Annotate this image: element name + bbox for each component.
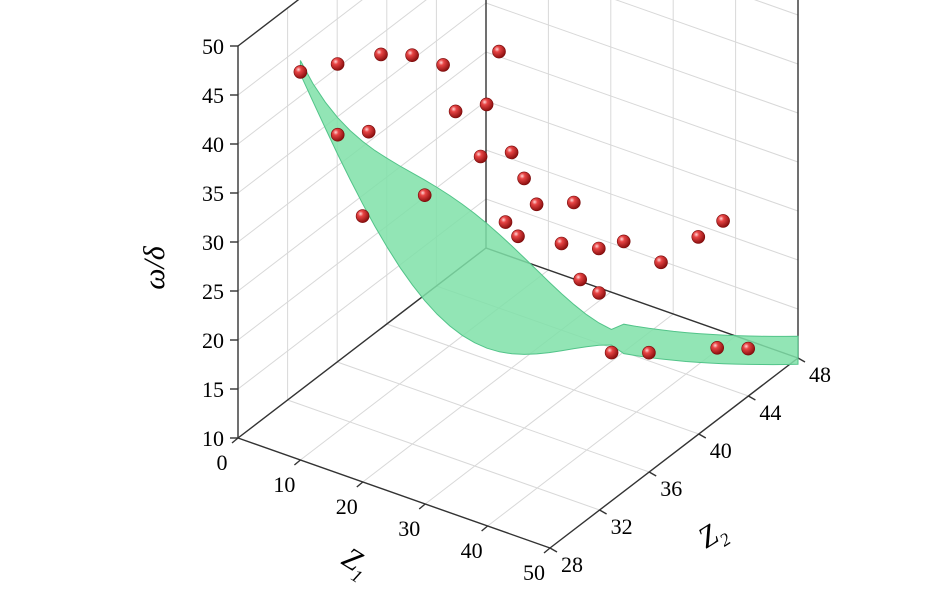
data-point — [374, 47, 388, 62]
floor-gridline — [287, 399, 600, 511]
data-point — [529, 197, 544, 212]
wall-gridline — [485, 2, 799, 114]
y-tick-label: 40 — [710, 438, 732, 463]
data-point — [604, 345, 619, 360]
x-tick-label: 20 — [336, 494, 358, 519]
z-tick-label: 20 — [202, 328, 224, 353]
wall-gridline — [485, 198, 799, 310]
floor-gridline — [337, 361, 650, 473]
data-point — [504, 145, 519, 160]
x-tick-mark — [293, 459, 301, 466]
data-point — [566, 195, 581, 210]
z-tick-label: 15 — [202, 377, 224, 402]
wall-gridline — [237, 0, 427, 145]
x-tick-mark — [543, 547, 551, 554]
x-tick-mark — [481, 525, 489, 532]
data-point — [691, 230, 706, 244]
fitted-surface-band — [299, 60, 799, 366]
data-point — [473, 149, 488, 164]
data-point — [573, 272, 588, 287]
y-tick-mark — [648, 471, 657, 477]
data-point — [479, 97, 494, 112]
data-point — [330, 127, 345, 142]
data-point — [642, 345, 656, 360]
z-tick-label: 10 — [202, 426, 224, 451]
x-tick-label: 40 — [461, 538, 483, 563]
x-tick-label: 0 — [217, 450, 228, 475]
data-point — [436, 58, 450, 72]
box-edge — [237, 437, 551, 549]
x-axis-label: Z1 — [334, 541, 376, 587]
z-tick-label: 25 — [202, 279, 224, 304]
y-tick-label: 32 — [611, 514, 633, 539]
data-point — [716, 214, 730, 228]
x-tick-mark — [231, 437, 239, 444]
wall-gridline — [237, 0, 299, 47]
y-tick-label: 36 — [660, 476, 682, 501]
data-point — [511, 229, 525, 244]
z-axis-label: ω/δ — [138, 245, 171, 290]
floor-gridline — [487, 335, 736, 527]
y-axis-label: Z2 — [692, 513, 734, 559]
z-tick-label: 35 — [202, 181, 224, 206]
data-point — [355, 209, 370, 223]
data-point — [492, 44, 506, 59]
y-tick-mark — [599, 509, 607, 515]
wall-gridline — [237, 2, 487, 194]
wall-gridline — [237, 0, 363, 96]
data-point — [616, 234, 631, 249]
data-point — [741, 341, 756, 356]
wall-gridline — [485, 51, 799, 163]
data-point — [361, 124, 376, 139]
z-tick-label: 30 — [202, 230, 224, 255]
z-tick-label: 40 — [202, 132, 224, 157]
z-tick-label: 50 — [202, 34, 224, 59]
y-tick-mark — [797, 357, 806, 363]
x-tick-mark — [418, 503, 426, 510]
data-point — [405, 48, 419, 63]
x-tick-label: 50 — [523, 560, 545, 585]
wall-gridline — [753, 0, 799, 16]
y-tick-mark — [549, 547, 558, 553]
data-point — [710, 340, 725, 355]
data-point — [448, 104, 463, 119]
data-point — [498, 215, 513, 229]
y-tick-label: 48 — [809, 362, 831, 387]
x-tick-mark — [356, 481, 364, 488]
data-point — [591, 241, 606, 256]
y-tick-mark — [748, 395, 756, 401]
z-tick-label: 45 — [202, 83, 224, 108]
fitted-surface — [299, 60, 799, 366]
x-tick-label: 30 — [398, 516, 420, 541]
y-tick-mark — [698, 433, 707, 439]
x-tick-label: 10 — [273, 472, 295, 497]
data-point — [330, 57, 345, 71]
data-point — [592, 286, 606, 300]
data-point — [554, 236, 569, 251]
y-tick-label: 44 — [759, 400, 781, 425]
floor-gridline — [386, 323, 699, 435]
wall-gridline — [237, 149, 487, 341]
data-point — [517, 171, 531, 186]
wall-gridline — [485, 149, 799, 261]
box-edge — [237, 0, 300, 47]
y-tick-label: 28 — [561, 552, 583, 577]
box-edge — [549, 357, 799, 549]
wall-gridline — [614, 0, 799, 65]
data-point — [293, 65, 308, 79]
wall-gridline — [485, 100, 799, 212]
data-points — [293, 44, 756, 360]
data-point — [417, 188, 432, 202]
data-point — [654, 255, 668, 270]
